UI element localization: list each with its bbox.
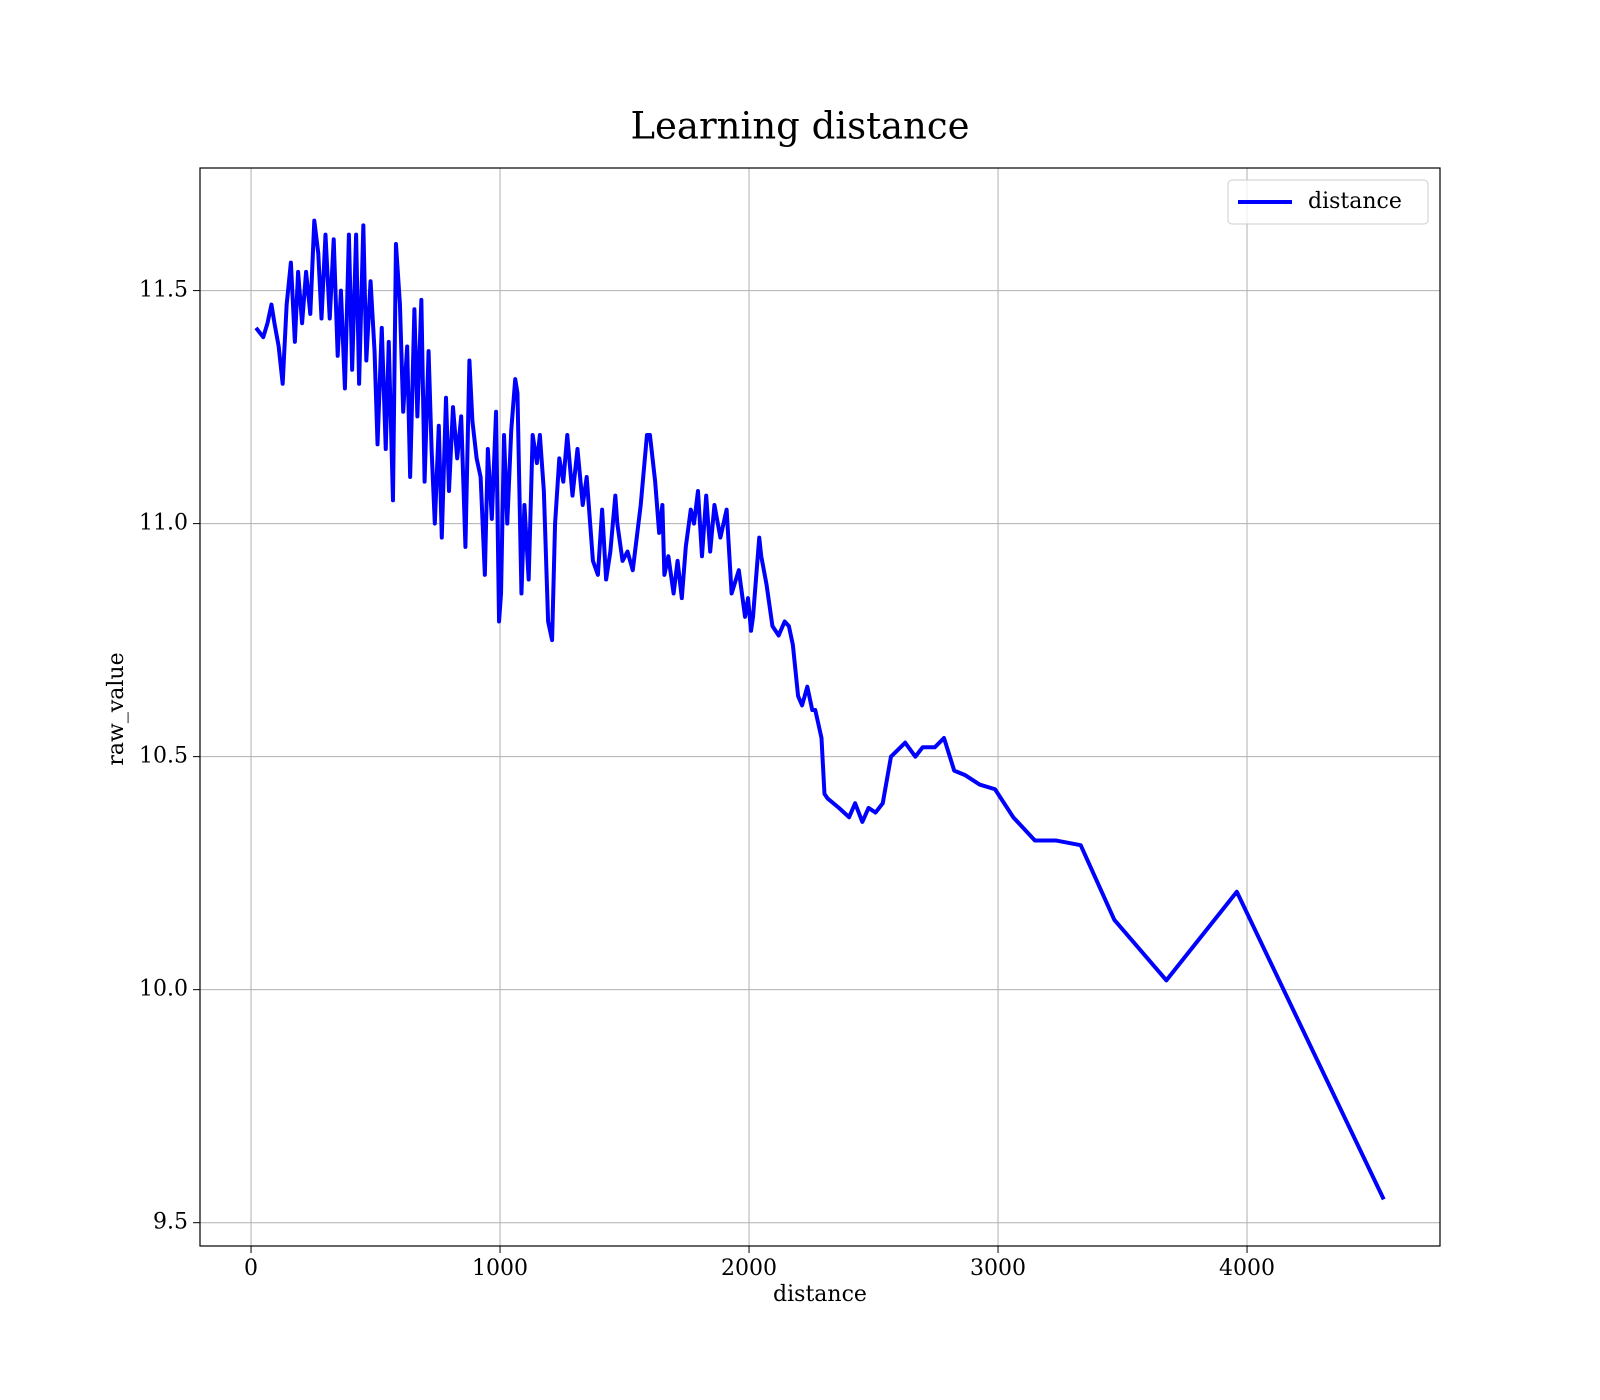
y-tick-label: 10.0 — [139, 977, 188, 1002]
x-tick-label: 3000 — [970, 1256, 1026, 1281]
y-tick-label: 11.0 — [139, 511, 188, 536]
chart-title: Learning distance — [630, 105, 969, 148]
y-axis-label: raw_value — [104, 652, 129, 765]
data-line — [254, 218, 1386, 1201]
y-tick-label: 11.5 — [139, 278, 188, 303]
x-tick-label: 1000 — [472, 1256, 528, 1281]
x-tick-label: 2000 — [721, 1256, 777, 1281]
legend-label: distance — [1308, 189, 1402, 214]
plot-frame — [199, 167, 1441, 1247]
x-tick-label: 4000 — [1219, 1256, 1275, 1281]
x-tick-label: 0 — [244, 1256, 258, 1281]
y-tick-label: 9.5 — [153, 1210, 188, 1235]
legend-box — [1227, 179, 1429, 225]
x-axis-label: distance — [773, 1282, 867, 1307]
y-tick-label: 10.5 — [139, 744, 188, 769]
